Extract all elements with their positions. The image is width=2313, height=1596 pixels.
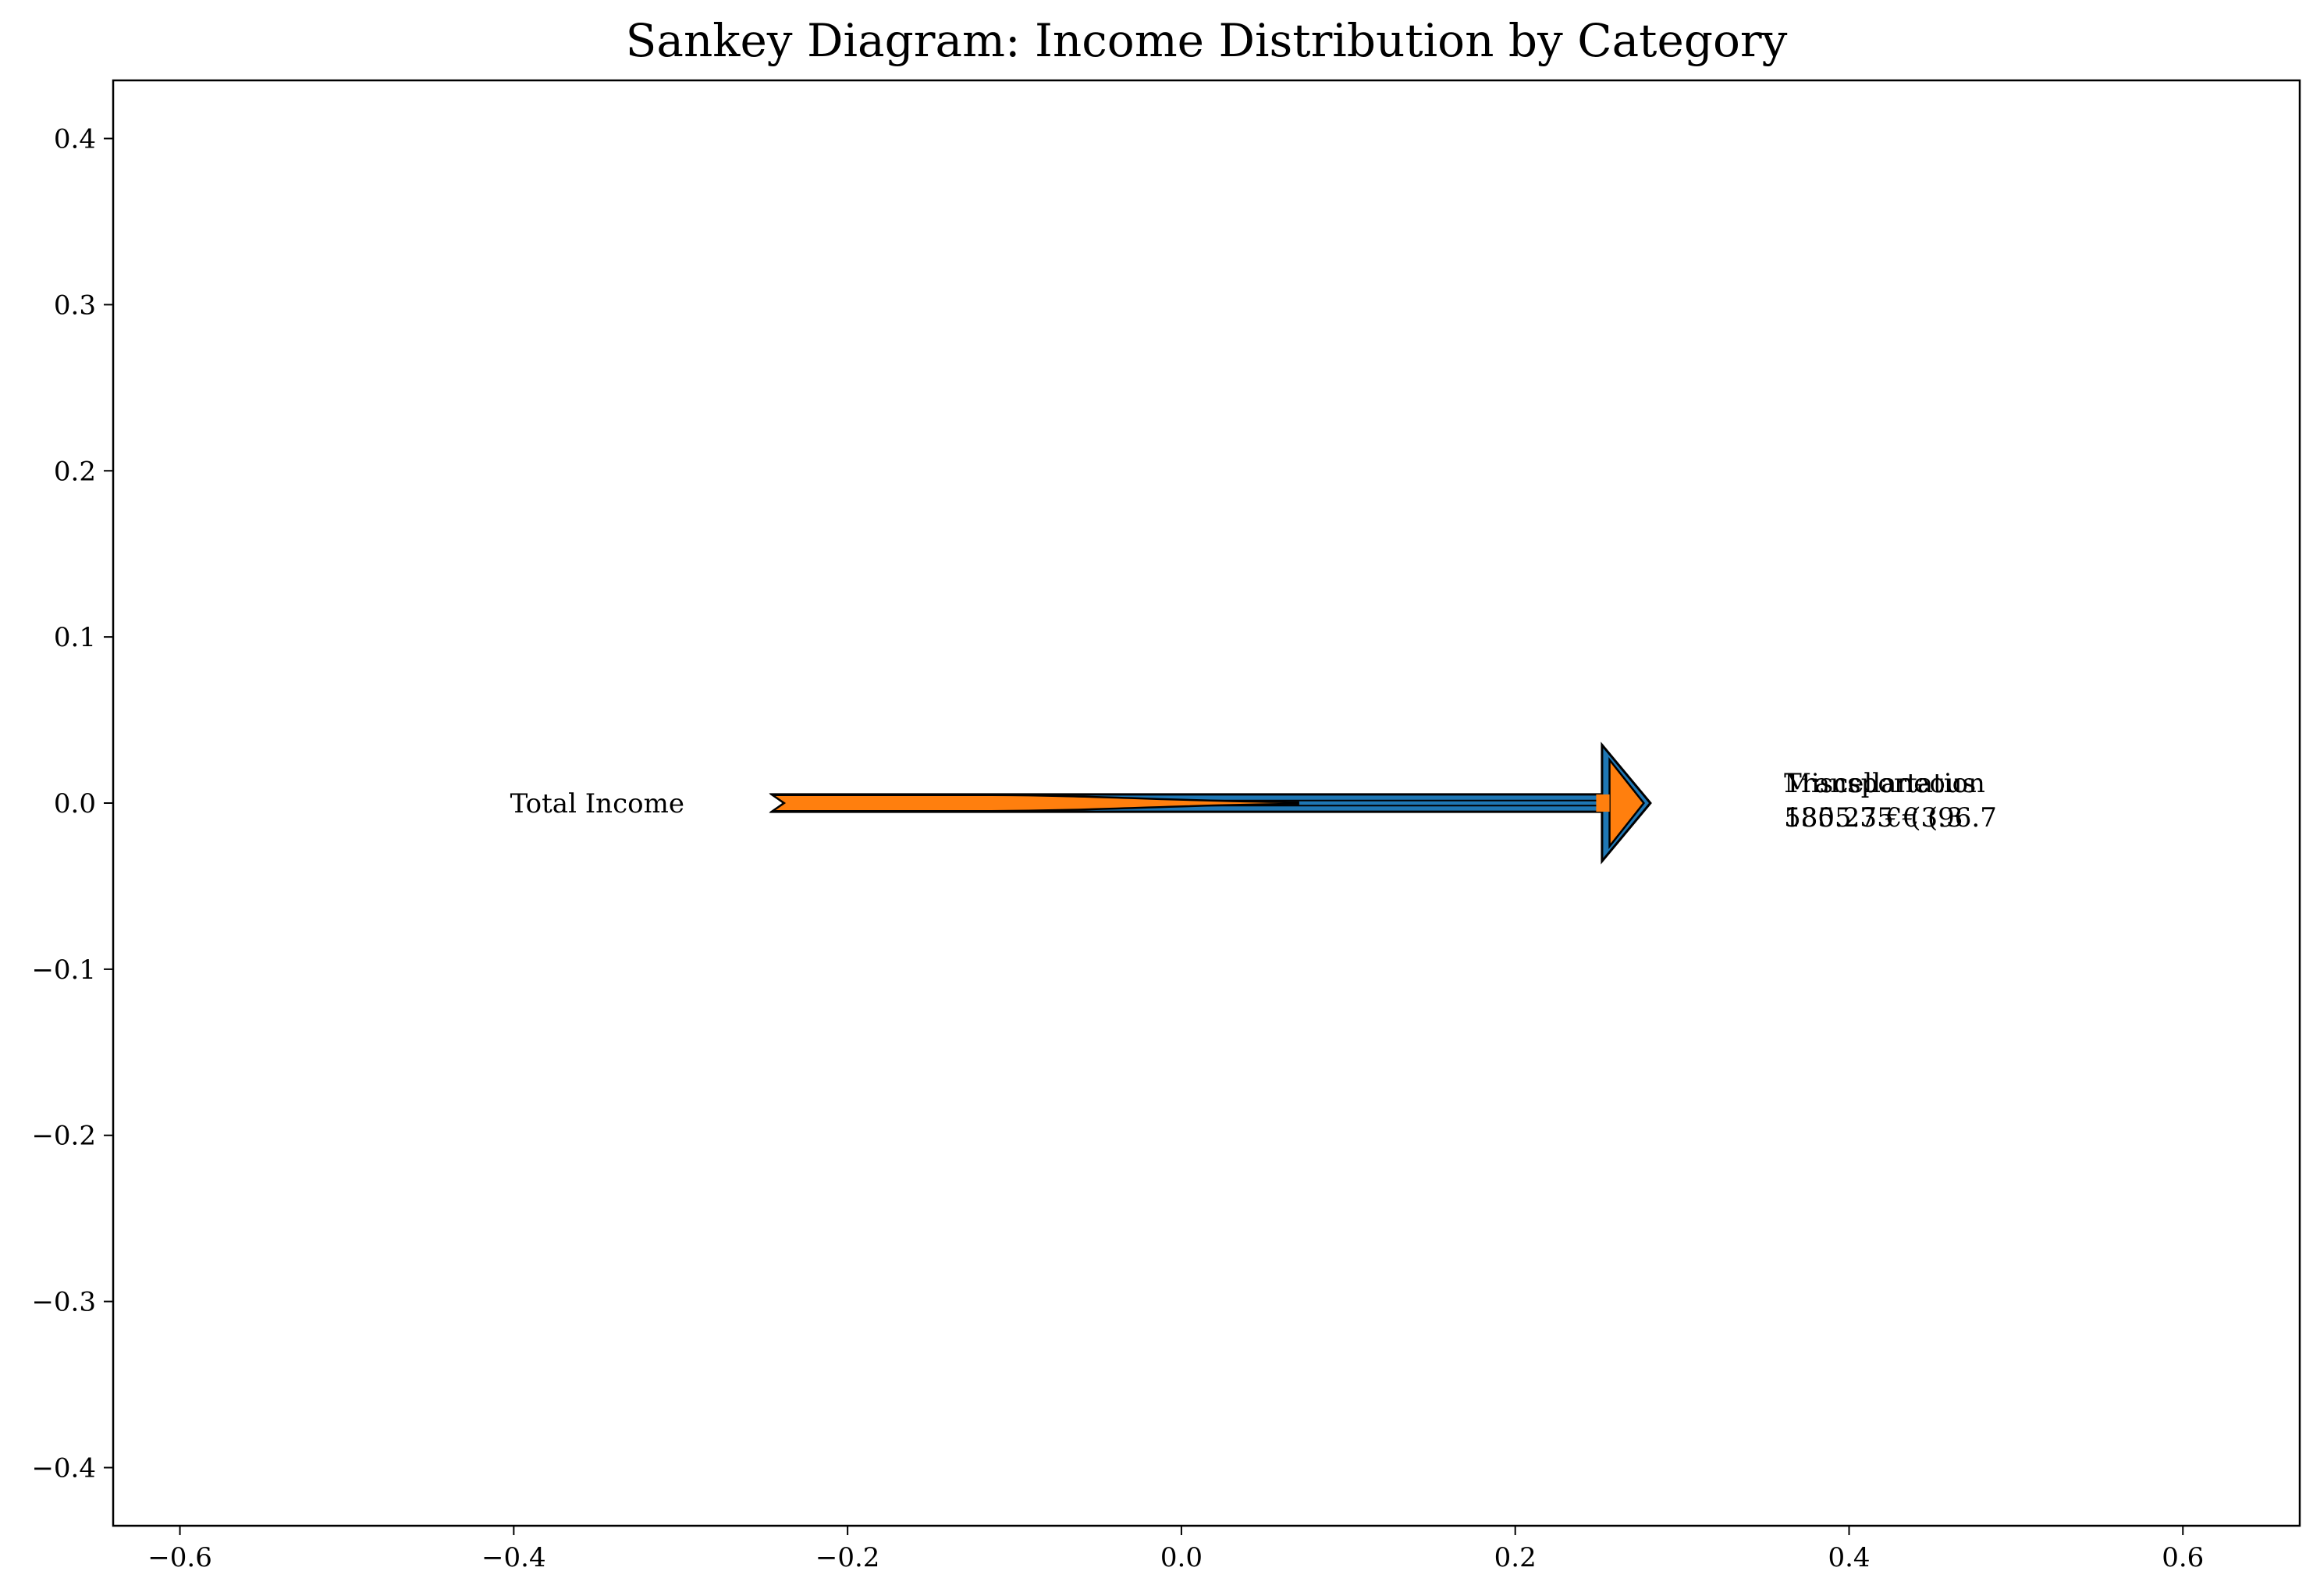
y-tick-label: 0.0 bbox=[54, 788, 96, 819]
x-tick-label: −0.2 bbox=[815, 1542, 880, 1573]
flow-label-value: 5305.75 € (96.7 bbox=[1784, 802, 1997, 834]
y-axis: 0.4 0.3 0.2 0.1 0.0 −0.1 −0.2 −0.3 −0.4 bbox=[31, 124, 113, 1484]
x-tick-label: 0.0 bbox=[1160, 1542, 1203, 1573]
x-tick-label: −0.4 bbox=[481, 1542, 546, 1573]
flow-label-name: Transportation bbox=[1784, 768, 1985, 799]
y-tick-label: 0.2 bbox=[54, 456, 96, 487]
x-tick-label: 0.2 bbox=[1494, 1542, 1537, 1573]
y-tick-label: 0.3 bbox=[54, 290, 96, 321]
x-tick-label: 0.4 bbox=[1828, 1542, 1870, 1573]
flow-miscellaneous bbox=[769, 794, 1299, 812]
y-tick-label: −0.4 bbox=[31, 1452, 96, 1484]
flow-miscellaneous-neck bbox=[1596, 794, 1610, 812]
source-label: Total Income bbox=[510, 788, 684, 819]
y-tick-label: 0.4 bbox=[54, 124, 96, 155]
flow-label-name: Miscellaneous bbox=[1784, 768, 1976, 799]
x-axis: −0.6 −0.4 −0.2 0.0 0.2 0.4 0.6 bbox=[147, 1526, 2204, 1573]
y-tick-label: −0.1 bbox=[31, 954, 96, 986]
sankey-flows bbox=[769, 741, 1652, 865]
flow-label-value: 185.23 € (3.3 bbox=[1784, 802, 1963, 834]
y-tick-label: −0.3 bbox=[31, 1287, 96, 1318]
x-tick-label: 0.6 bbox=[2162, 1542, 2204, 1573]
y-tick-label: 0.1 bbox=[54, 622, 96, 653]
x-tick-label: −0.6 bbox=[147, 1542, 212, 1573]
chart-title: Sankey Diagram: Income Distribution by C… bbox=[626, 14, 1788, 67]
y-tick-label: −0.2 bbox=[31, 1121, 96, 1152]
